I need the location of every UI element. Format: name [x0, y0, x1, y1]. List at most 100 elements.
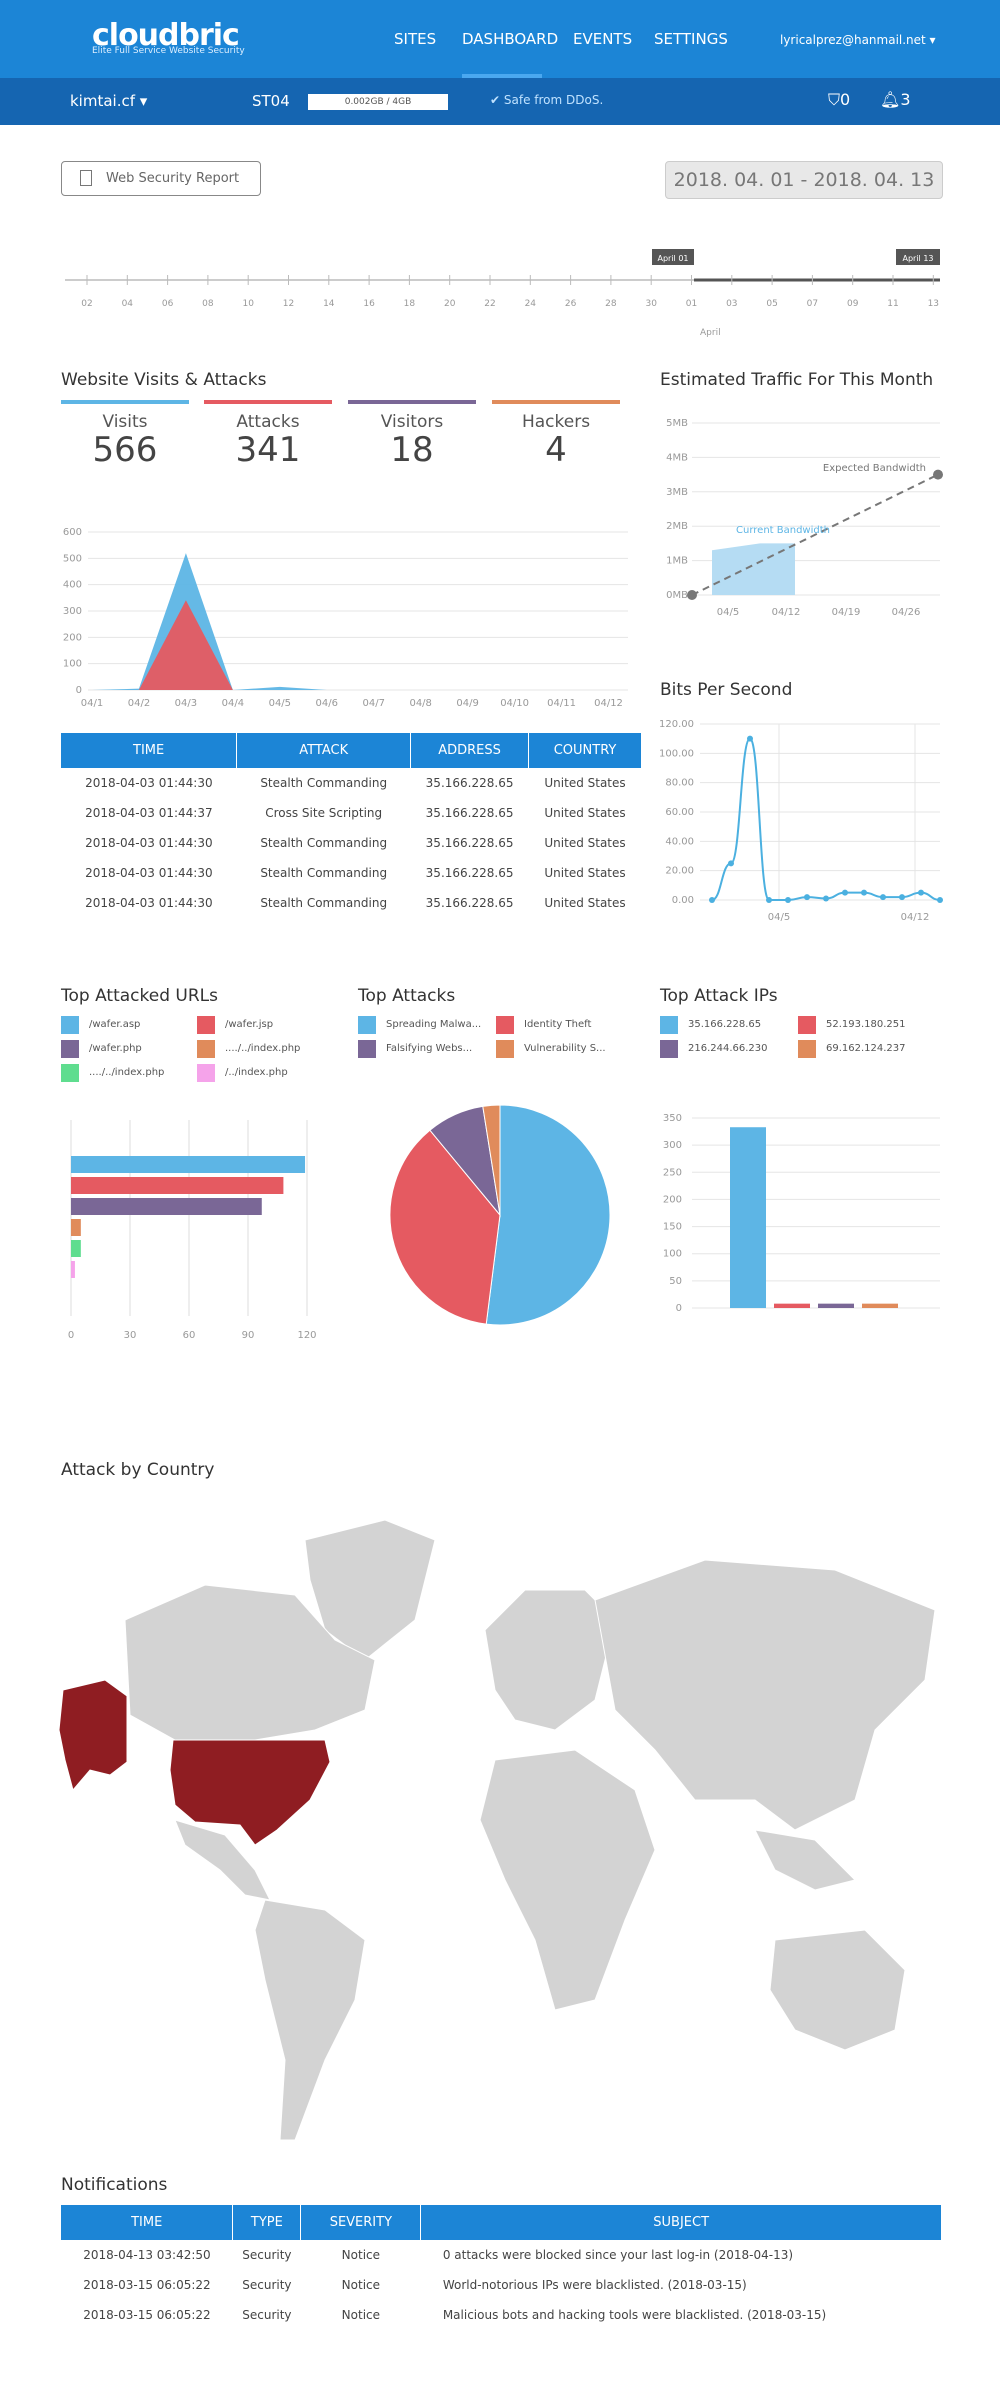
current-bandwidth-label: Current Bandwidth	[736, 525, 830, 536]
current-bandwidth-area	[712, 543, 795, 595]
x-tick-label: 04/5	[269, 698, 291, 709]
y-tick-label: 1MB	[666, 556, 688, 567]
end-flag[interactable]	[896, 249, 940, 265]
y-tick-label: 120.00	[659, 719, 694, 730]
notification-row[interactable]: 2018-03-15 06:05:22 Security Notice Malicio…	[61, 2300, 942, 2330]
site-selector[interactable]: kimtai.cf ▾	[70, 92, 148, 110]
timeline-tick-label: 30	[645, 299, 657, 309]
notification-header-cell[interactable]: SEVERITY	[300, 2205, 422, 2240]
y-tick-label: 300	[63, 606, 82, 617]
pie-slice	[482, 1104, 501, 1216]
stat-visits: Visits 566	[61, 400, 189, 468]
events-row[interactable]: 2018-04-03 01:44:37 Cross Site Scripting 3…	[61, 798, 642, 828]
timeline-tick-label: 10	[242, 299, 254, 309]
timeline-tick-label: 12	[283, 299, 294, 309]
cloudbric-logo[interactable]: cloudbric	[92, 18, 240, 53]
y-tick-label: 0	[76, 685, 82, 696]
notification-cell: Notice	[341, 2308, 381, 2322]
notification-header-cell[interactable]: SUBJECT	[420, 2205, 942, 2240]
legend-swatch	[798, 1040, 816, 1058]
y-tick-label: 3MB	[666, 487, 688, 498]
stat-value: 4	[545, 430, 567, 470]
nav-dashboard[interactable]: DASHBOARD	[462, 30, 559, 48]
notification-cell: Security	[242, 2308, 292, 2322]
legend-swatch	[197, 1040, 215, 1058]
stat-visitors: Visitors 18	[348, 400, 476, 468]
x-tick-label: 04/12	[594, 698, 623, 709]
australia-shape	[769, 1929, 906, 2051]
date-range-picker[interactable]: 2018. 04. 01 - 2018. 04. 13	[665, 161, 943, 199]
timeline-tick-label: 04	[122, 299, 134, 309]
events-cell: United States	[544, 896, 626, 910]
central-america-shape	[174, 1819, 271, 1901]
bps-point	[861, 889, 867, 896]
x-tick-label: 04/10	[500, 698, 529, 709]
y-tick-label: 100	[63, 659, 82, 670]
bps-point	[918, 889, 924, 896]
notifications-title: Notifications	[61, 2175, 168, 2195]
legend-swatch	[660, 1040, 678, 1058]
events-row[interactable]: 2018-04-03 01:44:30 Stealth Commanding 35.…	[61, 888, 642, 918]
x-tick-label: 04/7	[363, 698, 385, 709]
timeline-tick-label: 09	[847, 299, 859, 309]
legend-label: Falsifying Webs...	[386, 1043, 473, 1054]
notification-cell: Notice	[341, 2248, 381, 2262]
active-nav-indicator	[462, 74, 542, 78]
timeline-tick-label: 07	[807, 299, 818, 309]
y-tick-label: 20.00	[665, 866, 694, 877]
user-menu[interactable]: lyricalprez@hanmail.net ▾	[780, 33, 936, 47]
notification-row[interactable]: 2018-04-13 03:42:50 Security Notice 0 attac…	[61, 2240, 942, 2270]
start-flag[interactable]	[652, 249, 694, 265]
x-tick-label: 30	[124, 1330, 137, 1341]
notification-cell: 0 attacks were blocked since your last l…	[442, 2248, 794, 2262]
notification-row[interactable]: 2018-03-15 06:05:22 Security Notice World-n…	[61, 2270, 942, 2300]
nav-sites[interactable]: SITES	[394, 30, 437, 48]
legend-label: ..../../index.php	[89, 1067, 165, 1078]
shield-badge[interactable]: ⛉0	[828, 90, 850, 110]
notification-cell: Malicious bots and hacking tools were bl…	[442, 2308, 827, 2322]
events-cell: 2018-04-03 01:44:30	[85, 776, 213, 790]
stat-value: 566	[92, 430, 158, 470]
events-header-cell[interactable]: COUNTRY	[528, 733, 642, 768]
y-tick-label: 100	[663, 1249, 682, 1260]
events-row[interactable]: 2018-04-03 01:44:30 Stealth Commanding 35.…	[61, 768, 642, 798]
estimated-traffic-chart: 0MB 1MB 2MB 3MB 4MB 5MB 04/5 04/12 04/19 04/26 Exp…	[666, 418, 943, 618]
events-row[interactable]: 2018-04-03 01:44:30 Stealth Commanding 35.…	[61, 828, 642, 858]
notification-header-cell[interactable]: TYPE	[232, 2205, 302, 2240]
timeline-month-label: April	[700, 328, 721, 338]
web-security-report-button[interactable]: Web Security Report	[61, 161, 261, 196]
bps-line	[711, 737, 941, 901]
timeline-tick-label: 01	[686, 299, 697, 309]
stat-attacks: Attacks 341	[204, 400, 332, 468]
bps-point	[747, 735, 753, 742]
events-header-cell[interactable]: TIME	[61, 733, 238, 768]
timeline-tick-label: 18	[404, 299, 416, 309]
y-tick-label: 0	[676, 1303, 682, 1314]
stat-label: Attacks	[236, 412, 300, 432]
y-tick-label: 2MB	[666, 521, 688, 532]
legend-swatch	[197, 1016, 215, 1034]
events-header-cell[interactable]: ADDRESS	[410, 733, 530, 768]
nav-events[interactable]: EVENTS	[573, 30, 633, 48]
bell-icon: 🔔︎	[880, 90, 901, 109]
y-tick-label: 200	[663, 1194, 682, 1205]
legend-swatch	[61, 1064, 79, 1082]
timeline-tick-label: 03	[726, 299, 737, 309]
y-tick-label: 400	[63, 580, 82, 591]
site-bar	[0, 78, 1000, 125]
expected-start-point	[687, 590, 697, 600]
timeline-tick-label: 26	[565, 299, 577, 309]
alaska-shape	[58, 1679, 128, 1792]
y-tick-label: 350	[663, 1113, 682, 1124]
notification-header-cell[interactable]: TIME	[61, 2205, 234, 2240]
events-row[interactable]: 2018-04-03 01:44:30 Stealth Commanding 35.…	[61, 858, 642, 888]
nav-settings[interactable]: SETTINGS	[654, 30, 728, 48]
notification-badge[interactable]: 🔔︎3	[880, 90, 911, 109]
legend-label: Spreading Malwa...	[386, 1019, 482, 1030]
timeline-slider[interactable]: 02 04 06 08 10 12 14 16 18 20 22 24 26 28 30 01 03 05 07 09…	[60, 245, 950, 345]
x-tick-label: 04/3	[175, 698, 197, 709]
stat-label: Visitors	[380, 412, 444, 432]
bps-point	[937, 897, 943, 903]
events-cell: United States	[544, 806, 626, 820]
events-header-cell[interactable]: ATTACK	[236, 733, 412, 768]
